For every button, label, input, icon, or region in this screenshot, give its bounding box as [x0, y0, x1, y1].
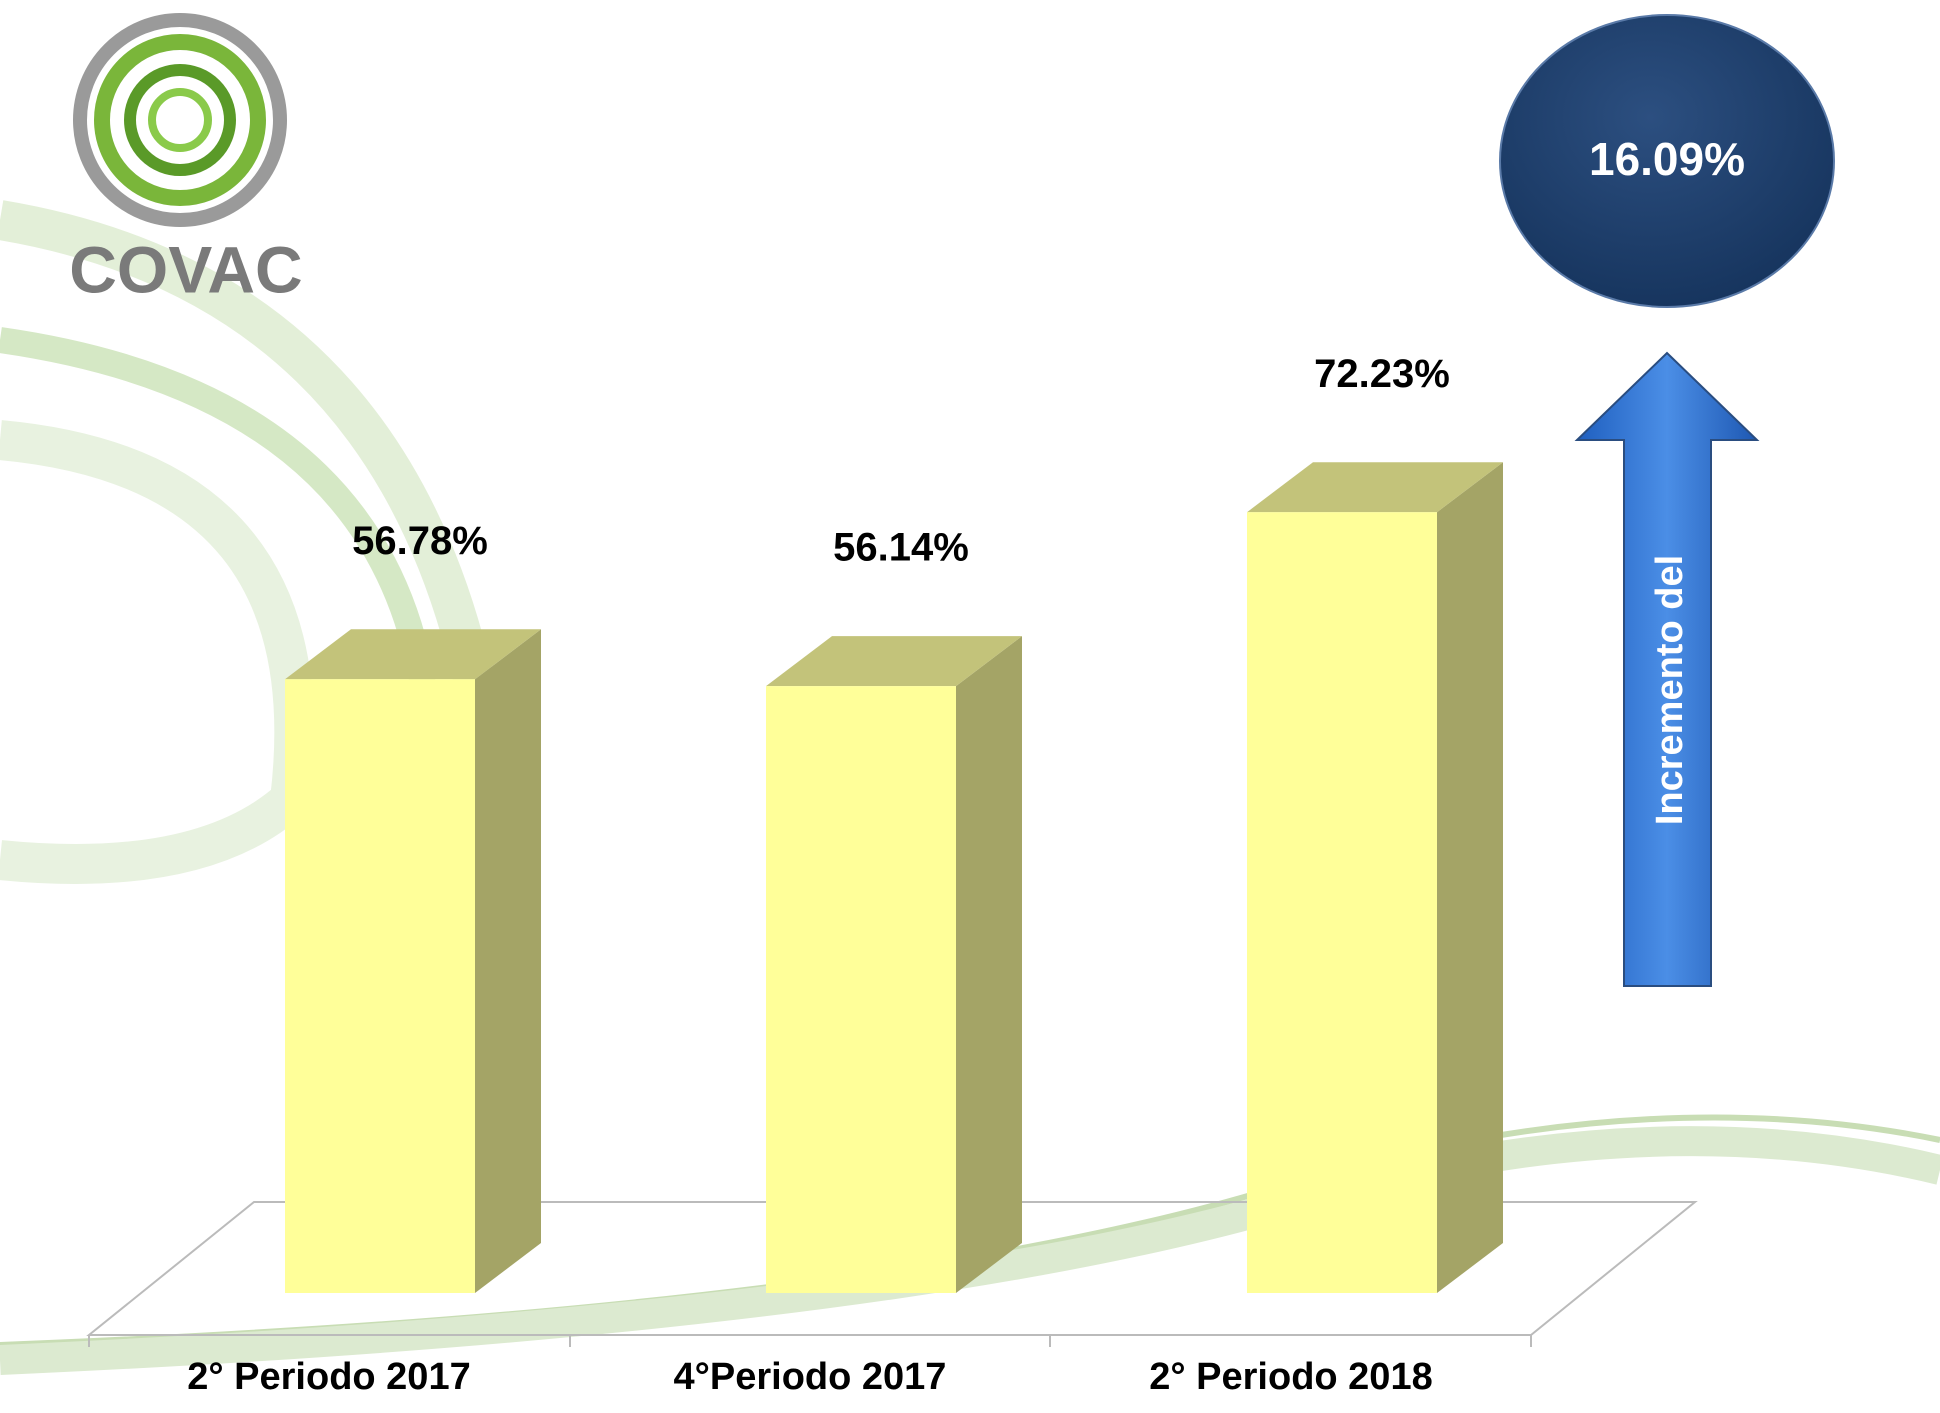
logo: COVAC — [69, 13, 303, 306]
bars — [285, 462, 1503, 1293]
callout-circle — [1499, 14, 1835, 308]
bar — [1247, 512, 1437, 1293]
bar — [766, 686, 956, 1293]
bar-top — [1247, 462, 1503, 513]
bar-side — [956, 636, 1022, 1293]
arrow-label: Incremento del — [1649, 555, 1691, 825]
x-tick-label: 4°Periodo 2017 — [674, 1356, 947, 1398]
bar-top — [766, 636, 1022, 687]
callout-value: 16.09% — [1589, 133, 1745, 185]
bar-side — [475, 629, 541, 1293]
logo-text: COVAC — [69, 232, 302, 306]
bar-top — [285, 629, 541, 680]
x-tick-label: 2° Periodo 2018 — [1149, 1356, 1432, 1398]
x-tick-label: 2° Periodo 2017 — [187, 1356, 470, 1398]
bar — [285, 679, 475, 1293]
increase-arrow — [1574, 351, 1760, 987]
value-label: 56.78% — [352, 519, 488, 563]
value-label: 72.23% — [1314, 352, 1450, 396]
value-label: 56.14% — [833, 526, 969, 570]
bar-side — [1437, 462, 1503, 1293]
